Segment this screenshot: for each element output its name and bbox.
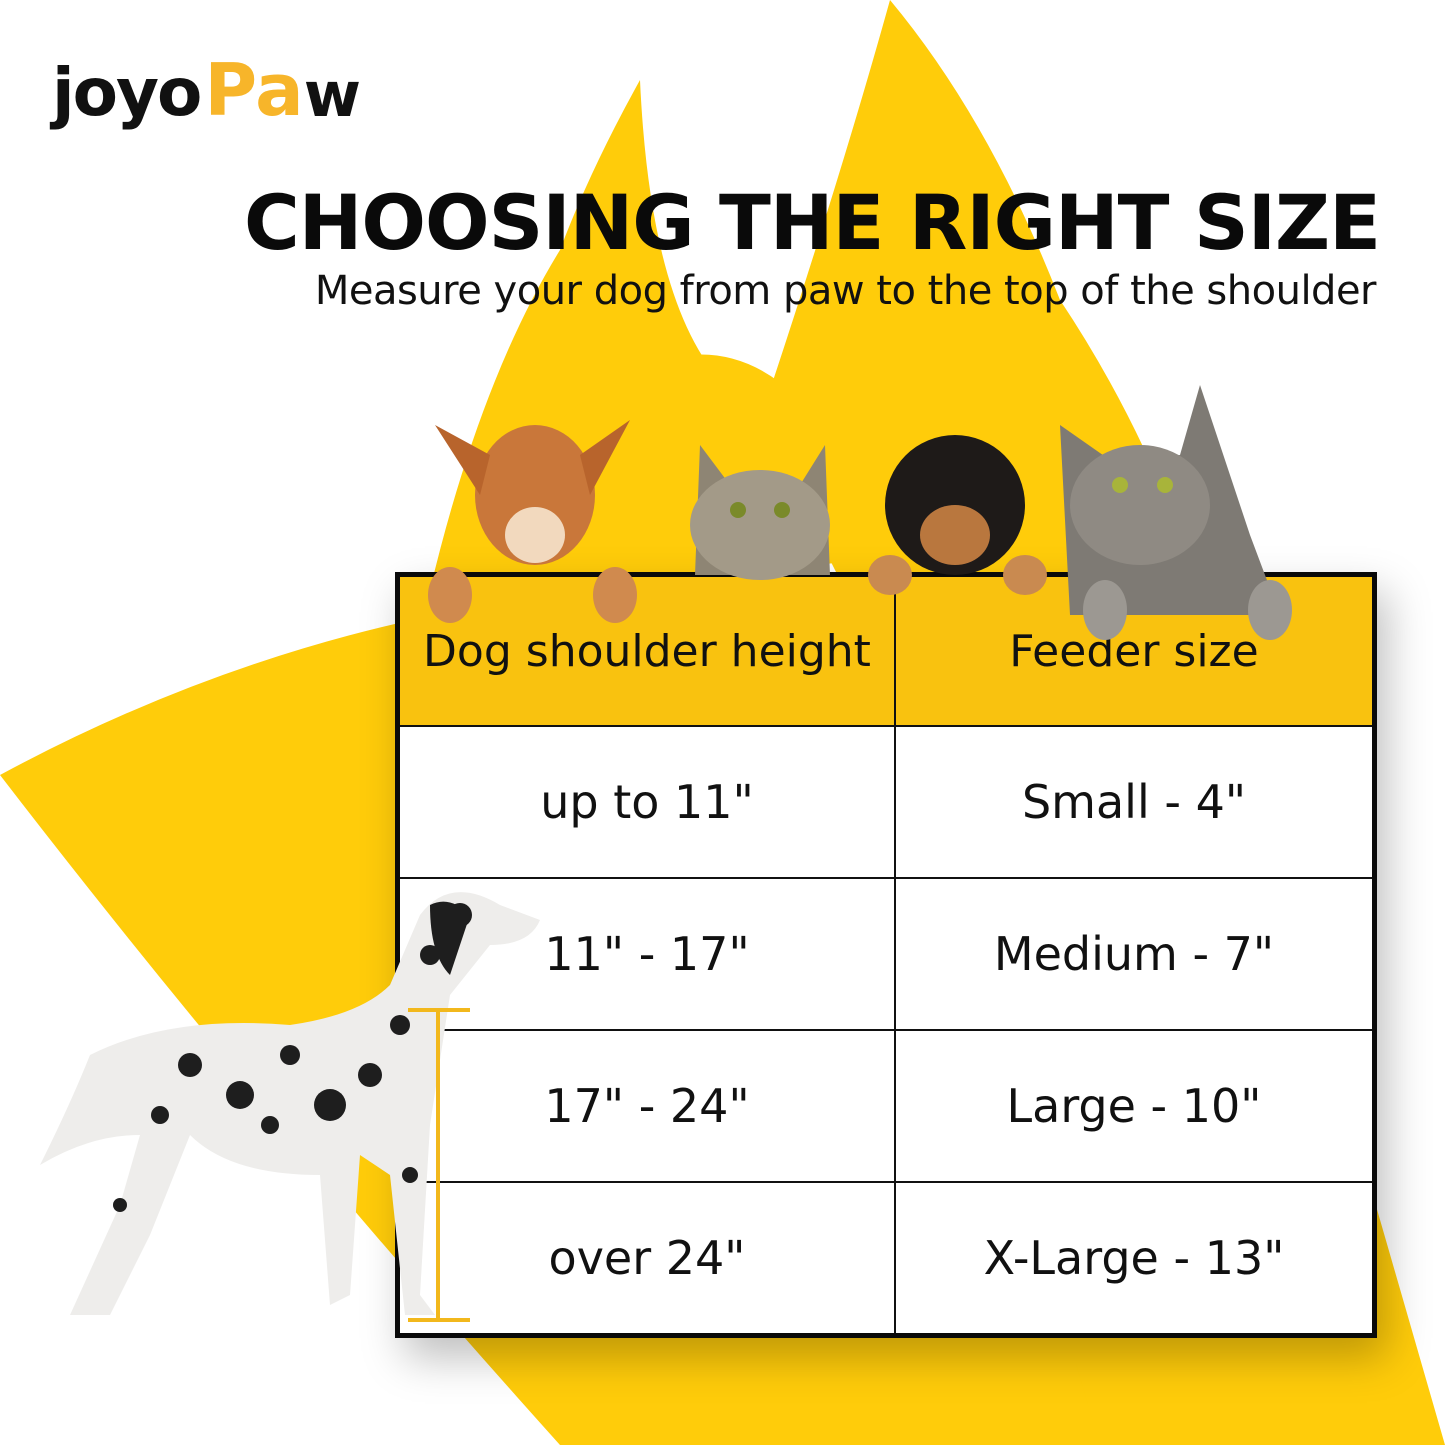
puppy-image [428, 420, 637, 623]
feeder-size-cell: Small - 4" [1021, 775, 1247, 829]
shoulder-height-cell: up to 11" [400, 727, 896, 877]
rottweiler-puppy-image [868, 435, 1047, 595]
table-row: up to 11" Small - 4" [400, 725, 1372, 877]
column-header-feeder-size: Feeder size [1009, 625, 1259, 677]
dalmatian-image [40, 892, 540, 1322]
feeder-size-cell: X-Large - 13" [983, 1231, 1285, 1285]
table-row: 17" - 24" Large - 10" [400, 1029, 1372, 1181]
table-header-row: Dog shoulder height Feeder size [400, 577, 1372, 725]
height-measure-line [408, 1008, 470, 1322]
shoulder-height-cell: over 24" [400, 1183, 896, 1333]
feeder-size-cell: Large - 10" [1006, 1079, 1262, 1133]
pets-illustration [428, 385, 1292, 640]
grey-cat-image [1060, 385, 1292, 640]
shoulder-height-cell: 11" - 17" [400, 879, 896, 1029]
page-title: CHOOSING THE RIGHT SIZE [244, 178, 1381, 267]
page-subtitle: Measure your dog from paw to the top of … [314, 268, 1377, 314]
table-row: 11" - 17" Medium - 7" [400, 877, 1372, 1029]
tabby-cat-image [690, 445, 830, 580]
shoulder-height-cell: 17" - 24" [400, 1031, 896, 1181]
logo-text-w: w [303, 58, 362, 131]
logo-text-pa: Pa [204, 48, 304, 132]
column-header-shoulder-height: Dog shoulder height [400, 577, 896, 725]
size-table: Dog shoulder height Feeder size up to 11… [395, 572, 1377, 1338]
feeder-size-cell: Medium - 7" [993, 927, 1275, 981]
logo-text-joyo: joyo [52, 54, 202, 131]
table-row: over 24" X-Large - 13" [400, 1181, 1372, 1333]
brand-logo: joyo Pa w [52, 36, 361, 126]
